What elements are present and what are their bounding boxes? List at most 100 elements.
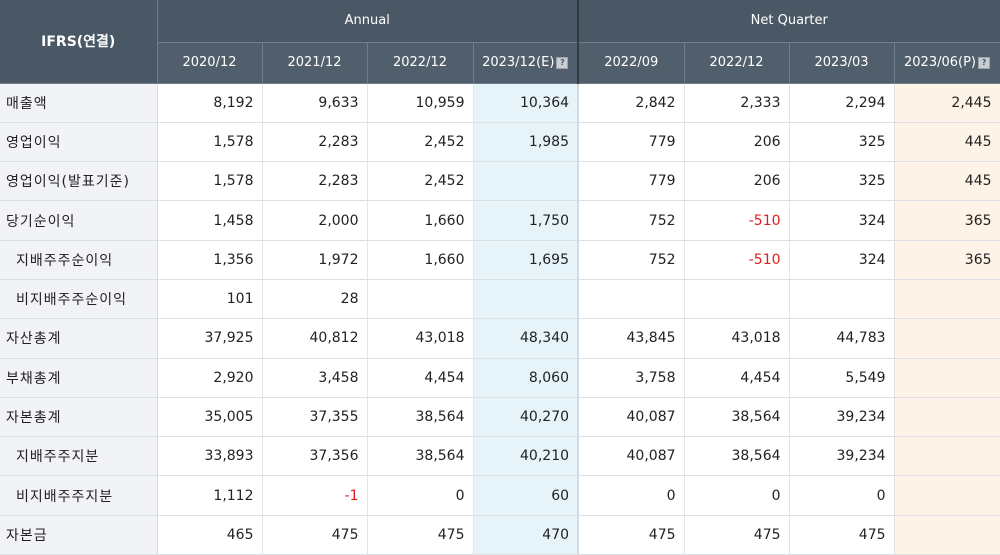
table-cell: 4,454 (684, 358, 790, 398)
table-row: 영업이익 1,578 2,283 2,452 1,985 779 206 325 445 (0, 122, 1000, 163)
table-cell: 60 (473, 475, 579, 516)
row-label: 부채총계 (0, 358, 158, 398)
table-row: 비지배주주지분 1,112 -1 0 60 0 0 0 (0, 475, 1000, 516)
table-cell: 37,925 (157, 318, 263, 359)
quarter-group-header: Net Quarter (577, 0, 1000, 43)
table-cell: 2,452 (367, 122, 474, 163)
table-cell: 1,578 (157, 122, 263, 163)
period-header: 2020/12 (157, 42, 263, 84)
table-cell: 39,234 (789, 397, 895, 438)
table-cell: 39,234 (789, 436, 895, 477)
table-cell: 38,564 (684, 436, 790, 477)
period-header: 2023/03 (789, 42, 895, 84)
table-cell: 1,660 (367, 240, 474, 280)
period-header-preliminary: 2023/06(P)? (894, 42, 1000, 84)
table-cell: 38,564 (367, 436, 474, 477)
table-cell: 0 (577, 475, 685, 516)
table-cell: 40,087 (577, 436, 685, 477)
row-label: 영업이익 (0, 122, 158, 163)
period-header: 2021/12 (262, 42, 368, 84)
table-cell: 365 (894, 200, 1000, 241)
table-cell: 465 (157, 515, 263, 555)
table-cell: 40,812 (262, 318, 368, 359)
table-cell: 43,018 (367, 318, 474, 359)
table-cell (894, 475, 1000, 516)
row-label: 자본금 (0, 515, 158, 555)
table-cell: 43,018 (684, 318, 790, 359)
ifrs-header: IFRS(연결) (0, 0, 158, 84)
table-cell: 1,458 (157, 200, 263, 241)
table-cell: 0 (684, 475, 790, 516)
table-row: 자본총계 35,005 37,355 38,564 40,270 40,087 38,564… (0, 397, 1000, 438)
table-cell: 325 (789, 122, 895, 163)
table-cell: 475 (262, 515, 368, 555)
row-label: 지배주주순이익 (0, 240, 158, 280)
row-label: 지배주주지분 (0, 436, 158, 477)
period-label: 2023/06(P) (904, 55, 977, 70)
annual-group-header: Annual (157, 0, 579, 43)
table-cell: 1,695 (473, 240, 579, 280)
table-row: 비지배주주순이익 101 28 (0, 279, 1000, 320)
table-cell: 752 (577, 240, 685, 280)
period-header: 2022/09 (577, 42, 685, 84)
table-cell: 2,294 (789, 83, 895, 123)
table-row: 부채총계 2,920 3,458 4,454 8,060 3,758 4,454 5,549 (0, 358, 1000, 398)
table-cell: -510 (684, 240, 790, 280)
table-cell: 470 (473, 515, 579, 555)
period-label: 2023/12(E) (482, 55, 555, 70)
table-cell: 9,633 (262, 83, 368, 123)
table-cell: 365 (894, 240, 1000, 280)
table-cell: 44,783 (789, 318, 895, 359)
table-cell: 8,192 (157, 83, 263, 123)
table-cell (684, 279, 790, 320)
table-cell: 48,340 (473, 318, 579, 359)
table-cell: 101 (157, 279, 263, 320)
table-cell: 2,283 (262, 161, 368, 202)
table-cell (367, 279, 474, 320)
period-header: 2022/12 (367, 42, 474, 84)
table-cell: 5,549 (789, 358, 895, 398)
table-cell: 43,845 (577, 318, 685, 359)
table-cell (473, 279, 579, 320)
table-row: 지배주주순이익 1,356 1,972 1,660 1,695 752 -510 324 365 (0, 240, 1000, 280)
row-label: 비지배주주지분 (0, 475, 158, 516)
table-cell (894, 279, 1000, 320)
table-cell: 37,355 (262, 397, 368, 438)
table-cell: 3,458 (262, 358, 368, 398)
table-cell: 10,364 (473, 83, 579, 123)
table-cell: 445 (894, 161, 1000, 202)
table-cell: 37,356 (262, 436, 368, 477)
table-cell: 2,333 (684, 83, 790, 123)
table-cell: 0 (367, 475, 474, 516)
table-cell: 33,893 (157, 436, 263, 477)
table-cell: 475 (789, 515, 895, 555)
table-cell: 38,564 (684, 397, 790, 438)
info-icon[interactable]: ? (556, 57, 569, 69)
row-label: 매출액 (0, 83, 158, 123)
table-cell: 206 (684, 122, 790, 163)
table-cell: 38,564 (367, 397, 474, 438)
table-cell: 1,578 (157, 161, 263, 202)
table-cell: -1 (262, 475, 368, 516)
table-cell (894, 515, 1000, 555)
table-cell: 2,452 (367, 161, 474, 202)
row-label: 자산총계 (0, 318, 158, 359)
table-cell: 2,445 (894, 83, 1000, 123)
table-cell: 28 (262, 279, 368, 320)
table-row: 자본금 465 475 475 470 475 475 475 (0, 515, 1000, 555)
table-cell: 2,000 (262, 200, 368, 241)
table-cell: 1,985 (473, 122, 579, 163)
table-cell: 206 (684, 161, 790, 202)
table-body: 매출액 8,192 9,633 10,959 10,364 2,842 2,333 2,294… (0, 83, 1000, 555)
table-cell (894, 318, 1000, 359)
table-cell: 0 (789, 475, 895, 516)
table-cell: 475 (684, 515, 790, 555)
table-cell: 4,454 (367, 358, 474, 398)
table-cell: 475 (367, 515, 474, 555)
info-icon[interactable]: ? (978, 57, 991, 69)
table-cell: 35,005 (157, 397, 263, 438)
table-cell: 2,842 (577, 83, 685, 123)
table-cell: -510 (684, 200, 790, 241)
table-cell: 2,920 (157, 358, 263, 398)
